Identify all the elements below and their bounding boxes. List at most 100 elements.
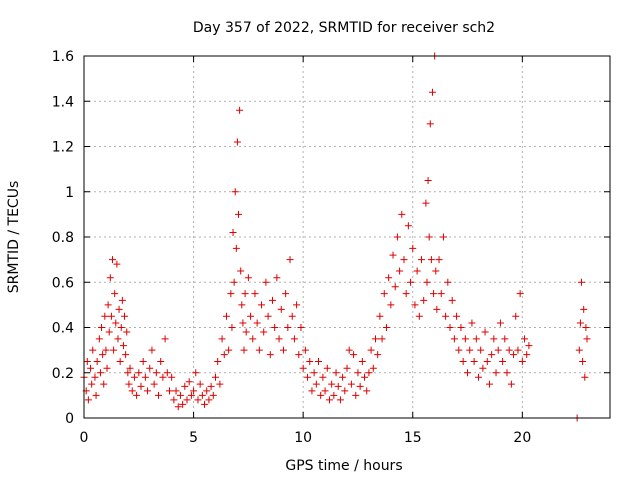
- data-point: [255, 346, 263, 354]
- data-point: [468, 319, 476, 327]
- data-point: [130, 373, 138, 381]
- data-point: [396, 267, 404, 275]
- data-point: [356, 382, 364, 390]
- data-point: [201, 400, 209, 408]
- x-tick-label: 5: [189, 430, 198, 446]
- data-point: [116, 357, 124, 365]
- data-point: [194, 396, 202, 404]
- data-point: [315, 357, 323, 365]
- data-point: [398, 210, 406, 218]
- data-point: [378, 335, 386, 343]
- data-point: [435, 256, 443, 264]
- y-tick-label: 1.4: [52, 94, 74, 110]
- y-tick-label: 0.2: [52, 366, 74, 382]
- data-point: [238, 301, 246, 309]
- data-point: [103, 364, 111, 372]
- data-point: [514, 346, 522, 354]
- data-point: [266, 351, 274, 359]
- data-point: [422, 199, 430, 207]
- data-point: [220, 351, 228, 359]
- data-point: [157, 357, 165, 365]
- data-point: [453, 312, 461, 320]
- data-point: [439, 233, 447, 241]
- data-point: [124, 369, 132, 377]
- data-point: [225, 346, 233, 354]
- data-point: [112, 319, 120, 327]
- data-point: [209, 391, 217, 399]
- data-point: [128, 387, 136, 395]
- data-point: [155, 391, 163, 399]
- data-point: [505, 346, 513, 354]
- data-point: [244, 274, 252, 282]
- data-point: [455, 346, 463, 354]
- data-point: [330, 391, 338, 399]
- data-point: [437, 290, 445, 298]
- data-point: [196, 380, 204, 388]
- y-tick-label: 0: [65, 411, 74, 427]
- data-point: [448, 296, 456, 304]
- data-point: [328, 380, 336, 388]
- data-point: [176, 391, 184, 399]
- data-point: [295, 351, 303, 359]
- data-point: [411, 301, 419, 309]
- data-point: [239, 319, 247, 327]
- data-point: [352, 391, 360, 399]
- y-axis-label: SRMTID / TECUs: [6, 181, 22, 294]
- data-point: [232, 244, 240, 252]
- data-point: [523, 351, 531, 359]
- data-point: [101, 312, 109, 320]
- data-point: [192, 369, 200, 377]
- data-point: [207, 382, 215, 390]
- data-point: [363, 387, 371, 395]
- data-point: [369, 364, 377, 372]
- data-point: [317, 391, 325, 399]
- data-point: [163, 369, 171, 377]
- data-point: [428, 88, 436, 96]
- data-point: [165, 387, 173, 395]
- data-point: [446, 324, 454, 331]
- data-point: [205, 396, 213, 404]
- data-point: [376, 312, 384, 320]
- data-point: [262, 278, 270, 286]
- axis-ticks: 0 0.2 0.4 0.6 0.8 1 1.2 1.4 1.6 0 5 10 15 20: [52, 49, 610, 446]
- x-tick-label: 20: [513, 430, 531, 446]
- data-point: [228, 324, 236, 331]
- data-point: [83, 357, 91, 365]
- data-point: [179, 400, 187, 408]
- data-point: [387, 301, 395, 309]
- x-tick-label: 10: [294, 430, 312, 446]
- data-point: [450, 335, 458, 343]
- data-point: [115, 305, 123, 313]
- data-point: [380, 290, 388, 298]
- data-point: [516, 290, 524, 298]
- data-point: [312, 380, 320, 388]
- data-point: [479, 364, 487, 372]
- data-point: [420, 296, 428, 304]
- data-point: [187, 391, 195, 399]
- data-point: [389, 251, 397, 259]
- y-tick-label: 1: [65, 185, 74, 201]
- data-point: [264, 312, 272, 320]
- data-point: [159, 373, 167, 381]
- data-point: [343, 364, 351, 372]
- data-point: [121, 312, 129, 320]
- data-point: [249, 335, 257, 343]
- data-point: [88, 380, 96, 388]
- data-point: [247, 312, 255, 320]
- x-axis-label: GPS time / hours: [285, 458, 402, 474]
- data-point: [242, 328, 250, 336]
- data-point: [367, 346, 375, 354]
- data-point: [106, 274, 114, 282]
- data-point: [488, 351, 496, 359]
- data-point: [235, 210, 243, 218]
- y-tick-label: 1.6: [52, 49, 74, 65]
- y-tick-label: 0.6: [52, 275, 74, 291]
- data-point: [494, 346, 502, 354]
- data-point: [144, 387, 152, 395]
- data-point: [99, 351, 107, 359]
- data-point: [432, 267, 440, 275]
- data-point: [91, 373, 99, 381]
- data-point: [172, 387, 180, 395]
- y-tick-label: 0.4: [52, 321, 74, 337]
- data-point: [510, 351, 518, 359]
